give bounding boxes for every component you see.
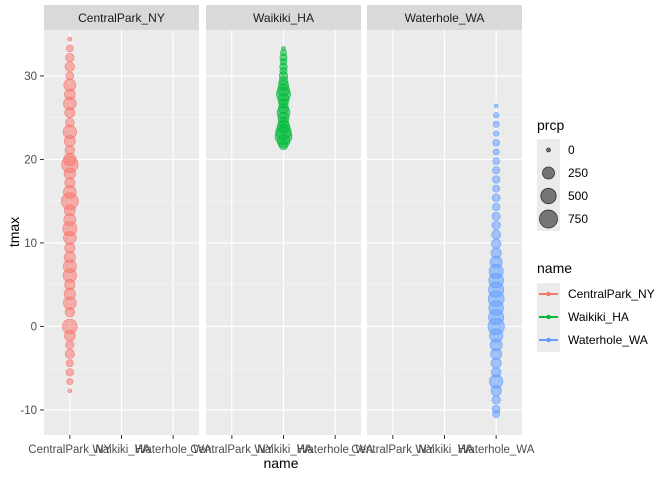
data-point [64,349,75,359]
data-point [491,395,501,405]
series-points-CentralPark_NY [61,36,79,394]
x-tick-label: CentralPark_NY [190,444,273,456]
data-point [491,211,501,221]
data-point [492,148,500,156]
y-axis: -10 0 10 20 30 [20,71,44,417]
size-legend-key [539,209,558,229]
facet-strip-label: CentralPark_NY [78,11,165,25]
data-point [64,107,76,119]
data-point [65,52,75,63]
data-point [492,175,501,184]
x-tick-label: Waterhole_WA [297,444,374,456]
data-point [66,378,74,385]
size-legend-label: 750 [568,212,588,226]
data-point [493,130,500,137]
data-point [63,135,76,147]
facet-panel-Waikiki_HA: Waikiki_HACentralPark_NYWaikiki_HAWaterh… [190,5,374,456]
data-point [492,166,501,175]
color-legend-key-point [546,337,551,343]
color-legend: name CentralPark_NY Waikiki_HA Waterhole_W… [537,260,655,352]
size-legend-title: prcp [537,117,564,133]
data-point [278,140,289,151]
color-legend-label: Waikiki_HA [568,310,629,324]
y-axis-title: tmax [6,217,22,247]
series-points-Waikiki_HA [274,46,293,151]
facet-panel-Waterhole_WA: Waterhole_WACentralPark_NYWaikiki_HAWate… [351,5,535,456]
data-point [65,368,74,377]
y-tick-label: 10 [24,238,37,250]
data-point [492,120,500,128]
data-point [493,112,500,119]
size-legend-key [540,187,557,205]
color-legend-key-point [546,314,551,320]
y-tick-label: 30 [24,71,37,83]
x-tick-label: Waterhole_WA [135,444,212,456]
color-legend-title: name [537,260,572,276]
size-legend-key [542,166,555,180]
facet-panel-CentralPark_NY: CentralPark_NYCentralPark_NYWaikiki_HAWa… [28,5,212,456]
x-tick-label: Waterhole_WA [458,444,535,456]
y-tick-label: 0 [31,321,37,333]
size-legend-key [546,147,551,153]
data-point [492,410,501,419]
facet-panels: CentralPark_NYCentralPark_NYWaikiki_HAWa… [28,5,535,456]
y-tick-label: 20 [24,154,37,166]
data-point [64,61,75,72]
size-legend-label: 250 [568,166,588,180]
data-point [492,157,500,165]
data-point [67,36,73,42]
facet-strip [367,5,522,30]
data-point [490,357,502,369]
data-point [65,71,75,81]
y-tick-label: -10 [20,405,37,417]
data-point [491,238,502,249]
x-tick-label: Waikiki_HA [254,444,313,456]
facet-strip [44,5,199,30]
data-point [490,385,502,397]
x-tick-label: CentralPark_NY [351,444,434,456]
data-point [63,231,77,245]
color-legend-key-point [546,291,551,297]
data-point [491,193,501,203]
data-point [493,103,499,109]
series-points-Waterhole_WA [487,103,505,419]
x-tick-label: CentralPark_NY [28,444,111,456]
data-point [64,307,75,318]
color-legend-label: Waterhole_WA [568,333,648,347]
facet-strip-label: Waikiki_HA [253,11,314,25]
x-axis-title: name [263,455,298,471]
size-legend-label: 500 [568,189,588,203]
data-point [491,229,502,240]
size-legend: prcp 0 250 500 750 [537,117,588,231]
size-legend-label: 0 [568,143,575,157]
facet-strip-label: Waterhole_WA [405,11,485,25]
color-legend-label: CentralPark_NY [568,287,655,301]
data-point [492,184,501,193]
data-point [64,329,76,342]
data-point [66,44,74,53]
data-point [65,340,75,350]
x-tick-label: Waikiki_HA [92,444,151,456]
data-point [492,139,500,147]
x-tick-label: Waikiki_HA [415,444,474,456]
data-point [67,388,73,394]
facet-strip [206,5,361,30]
data-point [491,220,501,230]
data-point [492,202,501,212]
data-point [65,359,74,368]
